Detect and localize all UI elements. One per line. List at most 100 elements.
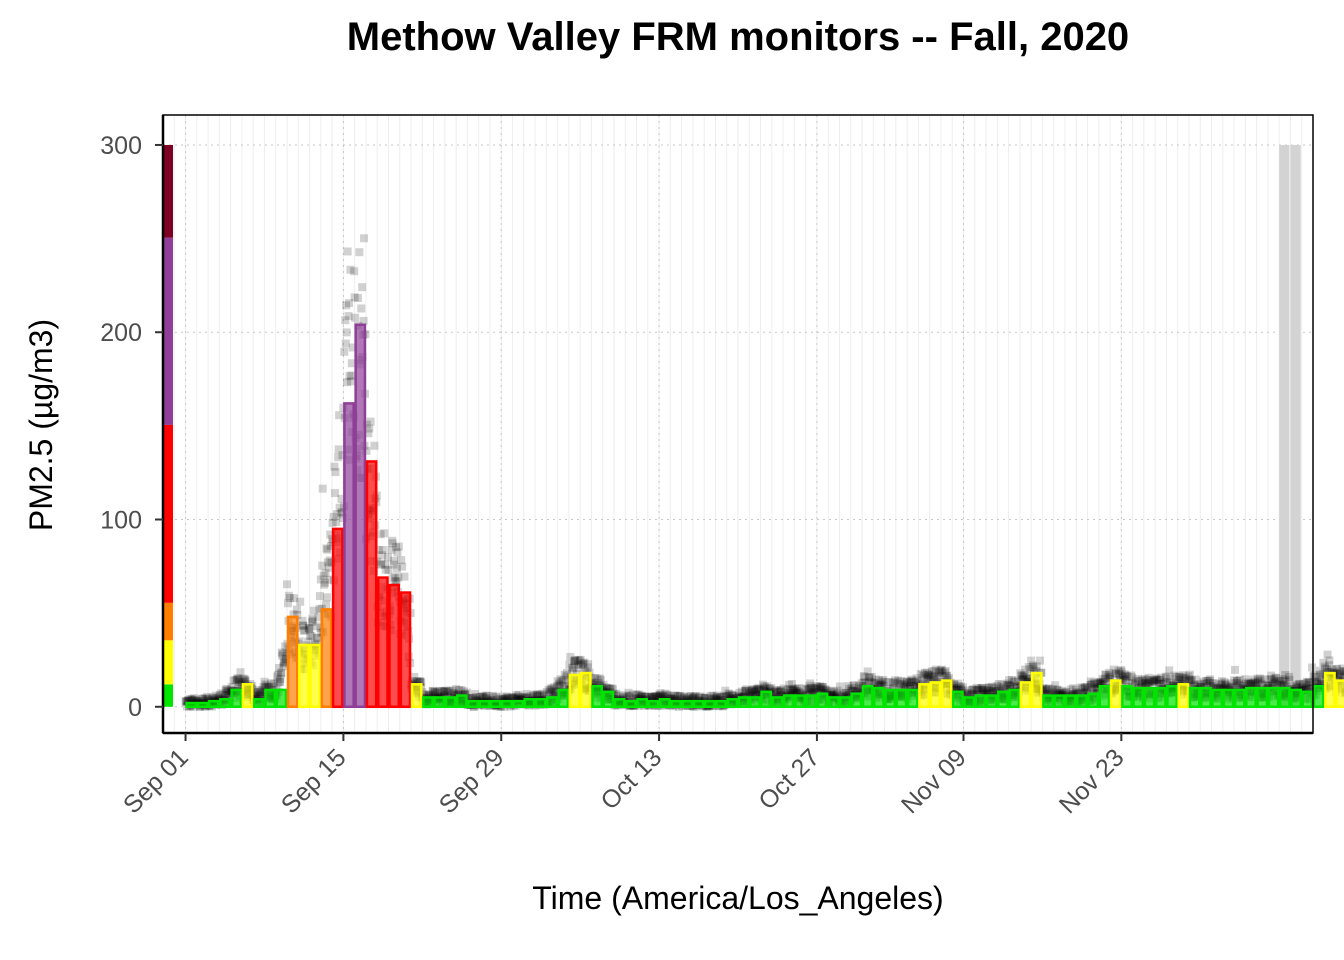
hourly-point	[833, 690, 842, 699]
hourly-point	[440, 687, 449, 696]
hourly-point	[298, 621, 307, 630]
hourly-point	[1083, 682, 1092, 691]
hourly-point	[1120, 670, 1129, 679]
hourly-point	[1253, 674, 1262, 683]
hourly-point	[1062, 687, 1071, 696]
daily-bar	[568, 673, 581, 709]
hourly-point	[760, 682, 769, 691]
hourly-point	[827, 687, 836, 696]
hourly-point	[637, 693, 646, 702]
hourly-point	[763, 682, 772, 691]
hourly-point	[338, 514, 347, 523]
hourly-point	[1248, 678, 1257, 687]
hourly-point	[570, 657, 579, 666]
hourly-point	[516, 695, 525, 704]
hourly-point	[1078, 684, 1087, 693]
hourly-point	[656, 690, 665, 699]
hourly-point	[930, 673, 939, 682]
hourly-point	[937, 665, 946, 674]
hourly-point	[819, 686, 828, 695]
hourly-point	[1131, 676, 1140, 685]
hourly-point	[900, 682, 909, 691]
hourly-point	[896, 678, 905, 687]
hourly-point	[580, 666, 589, 675]
hourly-point	[1042, 685, 1051, 694]
hourly-point	[233, 675, 242, 684]
hourly-point	[258, 685, 267, 694]
hourly-point	[1221, 679, 1230, 688]
hourly-point	[388, 536, 397, 545]
hourly-point	[1311, 672, 1320, 681]
hourly-point	[341, 339, 350, 348]
hourly-point	[771, 686, 780, 695]
hourly-point	[208, 694, 217, 703]
daily-bar	[703, 699, 716, 709]
hourly-point	[822, 686, 831, 695]
hourly-point	[1241, 675, 1250, 684]
hourly-point	[1266, 675, 1275, 684]
hourly-point	[637, 692, 646, 701]
hourly-point	[916, 669, 925, 678]
hourly-point	[424, 692, 433, 701]
hourly-point	[1250, 681, 1259, 690]
hourly-point	[426, 690, 435, 699]
hourly-point	[826, 691, 835, 700]
hourly-point	[747, 687, 756, 696]
hourly-point	[1254, 676, 1263, 685]
hourly-point	[792, 688, 801, 697]
hourly-point	[1231, 665, 1240, 674]
hourly-point	[1155, 675, 1164, 684]
aqi-band	[162, 684, 173, 707]
daily-bar	[974, 694, 987, 709]
hourly-point	[1152, 674, 1161, 683]
hourly-point	[502, 692, 511, 701]
hourly-point	[313, 633, 322, 642]
hourly-point	[321, 578, 330, 587]
hourly-point	[983, 686, 992, 695]
hourly-point	[926, 672, 935, 681]
hourly-point	[876, 680, 885, 689]
hourly-point	[307, 632, 316, 641]
daily-bar	[963, 696, 976, 709]
hourly-point	[656, 692, 665, 701]
hourly-point	[944, 674, 953, 683]
hourly-point	[526, 691, 535, 700]
hourly-point	[679, 693, 688, 702]
hourly-point	[490, 693, 499, 702]
hourly-point	[1127, 671, 1136, 680]
hourly-point	[1114, 667, 1123, 676]
hourly-point	[936, 666, 945, 675]
daily-bar	[760, 690, 773, 709]
hourly-point	[1171, 673, 1180, 682]
hourly-point	[978, 686, 987, 695]
hourly-point	[904, 678, 913, 687]
hourly-point	[284, 591, 293, 600]
hourly-point	[1096, 678, 1105, 687]
hourly-point	[575, 663, 584, 672]
hourly-point	[503, 694, 512, 703]
hourly-point	[1174, 675, 1183, 684]
hourly-point	[1141, 679, 1150, 688]
hourly-point	[1098, 678, 1107, 687]
hourly-point	[1214, 684, 1223, 693]
hourly-point	[480, 693, 489, 702]
hourly-point	[1227, 682, 1236, 691]
hourly-point	[1313, 678, 1322, 687]
hourly-point	[203, 692, 212, 701]
hourly-point	[970, 691, 979, 700]
hourly-point	[1036, 656, 1045, 665]
hourly-point	[715, 695, 724, 704]
hourly-point	[493, 695, 502, 704]
hourly-point	[1154, 679, 1163, 688]
hourly-point	[969, 685, 978, 694]
hourly-point	[355, 248, 364, 257]
hourly-point	[337, 509, 346, 518]
hourly-point	[620, 692, 629, 701]
hourly-point	[934, 668, 943, 677]
hourly-point	[1327, 665, 1336, 674]
daily-bar	[591, 684, 603, 709]
hourly-point	[240, 677, 249, 686]
daily-bar	[1087, 692, 1100, 709]
daily-bar	[737, 696, 750, 709]
hourly-point	[877, 679, 886, 688]
